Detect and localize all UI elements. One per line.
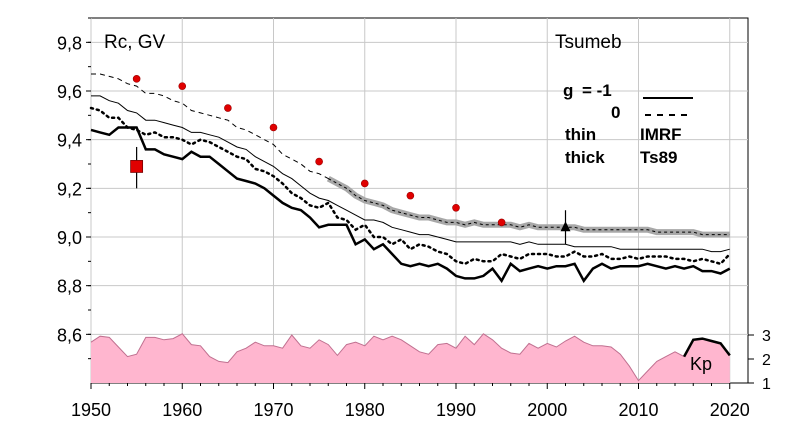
x-tick-label: 1970 — [253, 400, 293, 420]
legend-g-minus1: = -1 — [582, 81, 612, 100]
series-thick-solid — [90, 126, 731, 284]
y-axis-label: Rc, GV — [104, 32, 166, 53]
points-group — [130, 75, 571, 245]
red-dot — [315, 157, 323, 166]
y-tick-label: 9,4 — [57, 131, 82, 151]
x-tick-label: 2020 — [710, 400, 750, 420]
chart-title: Tsumeb — [555, 32, 622, 53]
red-dot — [224, 104, 232, 112]
y-tick-label: 9,2 — [57, 179, 82, 199]
red-square — [130, 160, 144, 173]
y-tick-label: 9,6 — [57, 82, 82, 102]
axes: 1950 1960 1970 1980 1990 2000 2010 2020 9,8 9,6 9,… — [57, 17, 771, 420]
red-dot — [406, 191, 415, 200]
x-tick-label: 2010 — [618, 400, 658, 420]
legend: g = -1 0 thin IMRF thick Ts89 — [563, 81, 693, 167]
plot-area — [90, 17, 749, 384]
kp-area — [91, 333, 730, 383]
triangle-marker — [560, 221, 571, 232]
x-tick-label: 1950 — [71, 400, 111, 420]
red-dot — [497, 218, 506, 227]
x-tick-label: 2000 — [527, 400, 567, 420]
series-thin-solid — [91, 95, 730, 253]
x-tick-label: 1980 — [345, 400, 385, 420]
kp-label: Kp — [690, 354, 712, 374]
y-tick-label: 9,0 — [57, 228, 82, 248]
red-dot — [360, 179, 369, 188]
legend-thick-label: thick — [565, 148, 605, 167]
legend-thin-label: thin — [565, 125, 596, 144]
legend-g-label: g — [563, 81, 573, 100]
kp-area-group — [90, 333, 731, 383]
red-dot — [452, 204, 460, 212]
x-tick-label: 1960 — [162, 400, 202, 420]
kp-tick-label: 2 — [762, 352, 771, 369]
kp-line — [90, 333, 731, 382]
legend-g-zero: 0 — [611, 103, 620, 122]
legend-thick-model: Ts89 — [640, 148, 678, 167]
x-tick-label: 1990 — [436, 400, 476, 420]
kp-line-recent — [683, 337, 731, 358]
series-thick-gray-core — [328, 178, 730, 236]
series-group — [89, 73, 732, 284]
red-dot — [178, 82, 187, 90]
legend-thin-model: IMRF — [640, 125, 682, 144]
red-dot — [269, 123, 278, 132]
kp-tick-label: 3 — [762, 328, 771, 345]
y-tick-label: 9,8 — [57, 33, 82, 53]
red-dot — [132, 75, 141, 83]
y-tick-label: 8,6 — [57, 325, 82, 345]
y-tick-label: 8,8 — [57, 277, 82, 297]
series-dotted — [89, 106, 732, 266]
kp-tick-label: 1 — [762, 376, 771, 393]
